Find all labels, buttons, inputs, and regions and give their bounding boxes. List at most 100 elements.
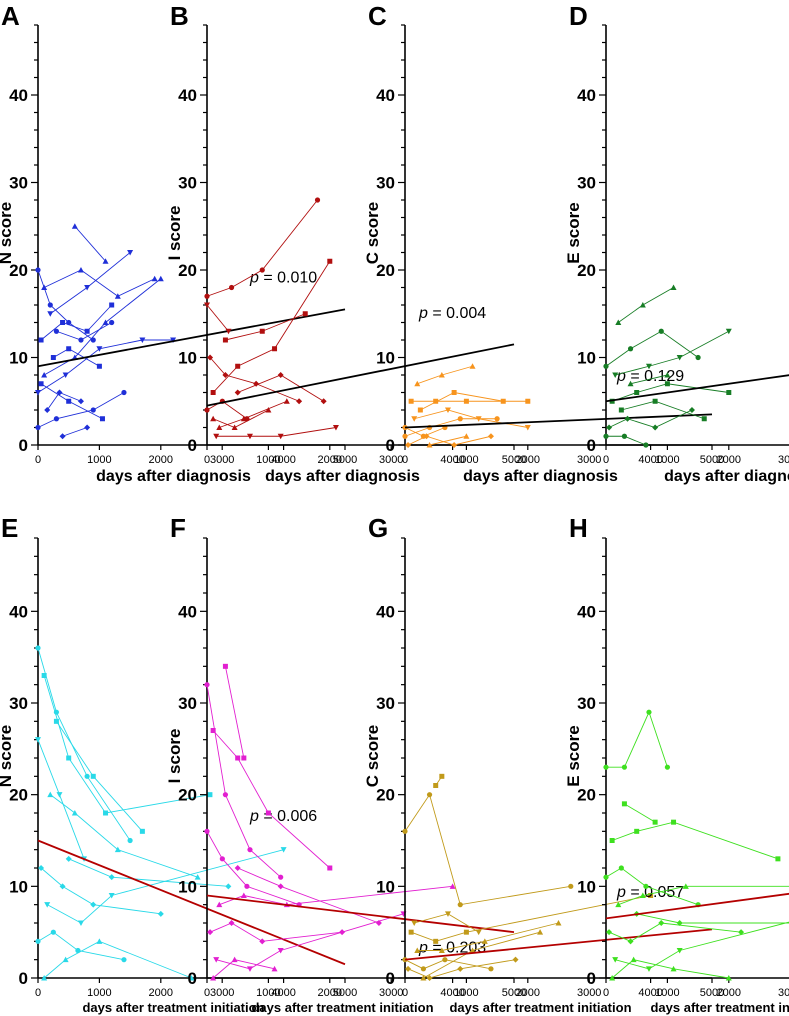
data-point [77, 398, 84, 405]
data-point [77, 920, 84, 926]
data-point [121, 389, 127, 396]
series-line [225, 313, 306, 341]
x-axis-label: days after diagnosis [664, 468, 789, 485]
y-tick-label: 20 [9, 786, 28, 805]
p-symbol: p [616, 884, 626, 901]
p-value-number: = 0.010 [259, 269, 317, 286]
series-line [605, 867, 699, 906]
data-point [670, 284, 677, 290]
y-tick-label: 30 [577, 174, 596, 193]
data-point [66, 755, 72, 761]
x-axis-label: days after diagnosis [265, 468, 420, 485]
panel-letter: A [1, 1, 20, 31]
trend-line [404, 413, 713, 429]
x-axis-label: days after treatment initiation [449, 1000, 631, 1015]
y-tick-label: 10 [376, 877, 395, 896]
data-point [53, 718, 59, 724]
data-point [222, 663, 228, 669]
data-point [451, 442, 458, 448]
data-point [139, 337, 146, 343]
series-line [429, 435, 467, 446]
y-axis-label: N score [0, 202, 15, 264]
series-line [37, 739, 85, 859]
p-value-label: p = 0.006 [249, 808, 317, 825]
series-line [40, 867, 161, 915]
data-point [71, 223, 78, 229]
y-axis-label: N score [0, 725, 15, 787]
y-tick-label: 20 [577, 786, 596, 805]
data-point [151, 275, 158, 282]
data-point [645, 363, 652, 370]
data-point [102, 319, 109, 325]
data-point [463, 929, 469, 935]
data-point [512, 956, 519, 963]
series-line [410, 895, 651, 942]
y-tick-label: 0 [19, 436, 28, 455]
p-symbol: p [418, 939, 428, 956]
data-point [652, 819, 658, 825]
data-point [609, 975, 616, 981]
data-point [77, 267, 84, 273]
data-point [332, 425, 339, 431]
data-point [78, 337, 84, 343]
data-point [405, 442, 412, 448]
y-tick-label: 10 [577, 877, 596, 896]
x-tick-label: 2000 [516, 987, 540, 999]
data-point [127, 250, 134, 256]
series-line [40, 383, 103, 420]
series-line [608, 409, 693, 428]
y-tick-label: 20 [178, 786, 197, 805]
data-point [35, 424, 41, 431]
x-tick-label: 2000 [717, 987, 741, 999]
p-symbol: p [418, 305, 428, 322]
x-tick-label: 1000 [454, 454, 478, 466]
data-point [475, 416, 482, 422]
x-tick-label: 0 [402, 454, 408, 466]
data-point [66, 346, 72, 352]
data-point [235, 755, 241, 761]
series-line [209, 922, 343, 942]
panel-letter: H [569, 513, 588, 543]
series-line [43, 278, 162, 376]
x-tick-label: 0 [402, 987, 408, 999]
data-point [621, 801, 627, 807]
data-point [676, 920, 683, 926]
trend-line [404, 928, 713, 961]
data-point [420, 975, 427, 981]
data-point [652, 398, 658, 404]
series-line [615, 330, 730, 376]
data-point [414, 947, 421, 953]
y-tick-label: 40 [9, 602, 28, 621]
data-point [231, 424, 238, 430]
data-point [296, 398, 303, 405]
data-point [417, 407, 423, 413]
series-line [37, 339, 174, 393]
y-axis-label: I score [165, 206, 184, 261]
data-point [99, 416, 105, 422]
data-point [280, 847, 287, 853]
data-point [228, 284, 235, 291]
data-point [438, 372, 445, 378]
data-point [157, 910, 164, 917]
panel-d: D 0 10 20 30 40 0 1000 2000 3000 4000 5000 E score da… [564, 1, 789, 485]
data-point [222, 792, 229, 798]
panel-letter: G [368, 513, 388, 543]
data-point [41, 673, 47, 678]
data-point [603, 363, 609, 369]
data-point [204, 293, 210, 299]
y-tick-label: 20 [376, 786, 395, 805]
data-point [469, 363, 476, 369]
x-tick-label: 1000 [655, 454, 679, 466]
data-point [60, 320, 66, 325]
data-point [726, 390, 732, 395]
x-tick-label: 0 [35, 987, 41, 999]
y-tick-label: 0 [188, 969, 197, 988]
series-line [206, 684, 281, 878]
data-point [278, 874, 284, 880]
x-tick-label: 5000 [700, 454, 724, 466]
x-axis-label: days after diagnosis [463, 468, 618, 485]
data-point [402, 957, 408, 963]
series-line [636, 913, 789, 924]
data-point [444, 407, 451, 413]
